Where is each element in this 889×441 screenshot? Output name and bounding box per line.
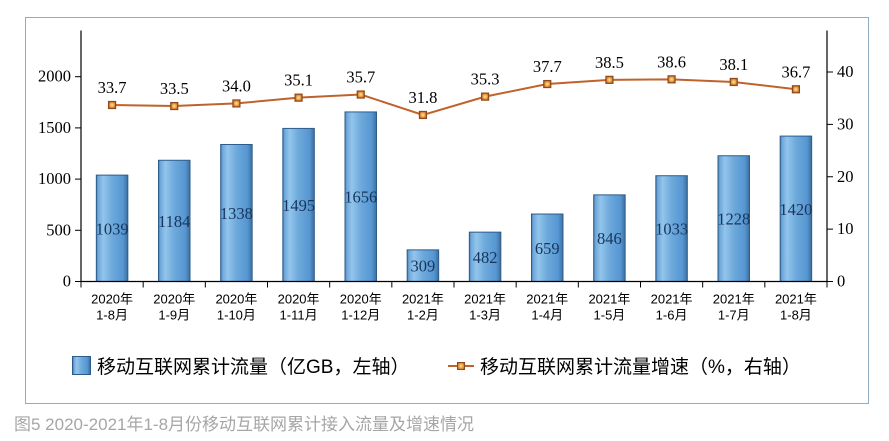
svg-text:1-10月: 1-10月	[217, 308, 256, 323]
svg-text:1-2月: 1-2月	[407, 308, 439, 323]
svg-text:20: 20	[837, 167, 854, 186]
svg-text:500: 500	[46, 220, 71, 239]
svg-text:35.1: 35.1	[284, 71, 313, 90]
svg-text:1228: 1228	[717, 210, 750, 229]
svg-text:2020年: 2020年	[215, 292, 257, 307]
svg-text:1-11月: 1-11月	[280, 308, 318, 323]
svg-text:31.8: 31.8	[408, 88, 437, 107]
svg-text:2021年: 2021年	[526, 292, 568, 307]
svg-text:2021年: 2021年	[464, 292, 506, 307]
svg-text:1420: 1420	[779, 200, 812, 219]
svg-text:1000: 1000	[38, 169, 71, 188]
svg-text:1-5月: 1-5月	[594, 308, 626, 323]
svg-text:1-7月: 1-7月	[718, 308, 750, 323]
svg-text:0: 0	[63, 272, 71, 291]
svg-text:1-12月: 1-12月	[341, 308, 380, 323]
svg-text:1-8月: 1-8月	[780, 308, 812, 323]
svg-text:1-9月: 1-9月	[158, 308, 190, 323]
svg-text:2021年: 2021年	[713, 292, 755, 307]
svg-text:846: 846	[597, 229, 622, 248]
svg-text:2021年: 2021年	[402, 292, 444, 307]
svg-text:1-3月: 1-3月	[469, 308, 501, 323]
svg-text:309: 309	[411, 257, 436, 276]
svg-text:1184: 1184	[158, 212, 190, 231]
svg-text:33.5: 33.5	[160, 79, 189, 98]
svg-text:40: 40	[837, 62, 854, 81]
svg-text:482: 482	[473, 248, 498, 267]
svg-text:2021年: 2021年	[651, 292, 693, 307]
svg-text:2021年: 2021年	[775, 292, 817, 307]
svg-text:35.7: 35.7	[346, 68, 375, 87]
svg-text:30: 30	[837, 114, 854, 133]
svg-text:35.3: 35.3	[471, 70, 500, 89]
svg-text:659: 659	[535, 239, 560, 258]
svg-text:10: 10	[837, 219, 854, 238]
svg-text:1-8月: 1-8月	[96, 308, 128, 323]
svg-text:1500: 1500	[38, 118, 71, 137]
svg-text:38.6: 38.6	[657, 52, 686, 71]
svg-text:34.0: 34.0	[222, 76, 251, 95]
svg-text:0: 0	[837, 272, 845, 291]
svg-text:38.1: 38.1	[719, 55, 748, 74]
svg-text:2021年: 2021年	[588, 292, 630, 307]
svg-text:2020年: 2020年	[278, 292, 320, 307]
svg-text:2020年: 2020年	[91, 292, 133, 307]
svg-text:1-4月: 1-4月	[531, 308, 563, 323]
svg-text:2000: 2000	[38, 67, 71, 86]
svg-text:33.7: 33.7	[98, 78, 127, 97]
svg-text:1033: 1033	[655, 220, 688, 239]
svg-text:1-6月: 1-6月	[656, 308, 688, 323]
svg-text:2020年: 2020年	[340, 292, 382, 307]
svg-text:1656: 1656	[344, 188, 377, 207]
svg-text:2020年: 2020年	[153, 292, 195, 307]
svg-text:37.7: 37.7	[533, 57, 562, 76]
svg-text:1495: 1495	[282, 196, 315, 215]
svg-text:1338: 1338	[220, 204, 253, 223]
svg-text:36.7: 36.7	[781, 62, 810, 81]
svg-text:1039: 1039	[96, 219, 129, 238]
svg-text:38.5: 38.5	[595, 53, 624, 72]
